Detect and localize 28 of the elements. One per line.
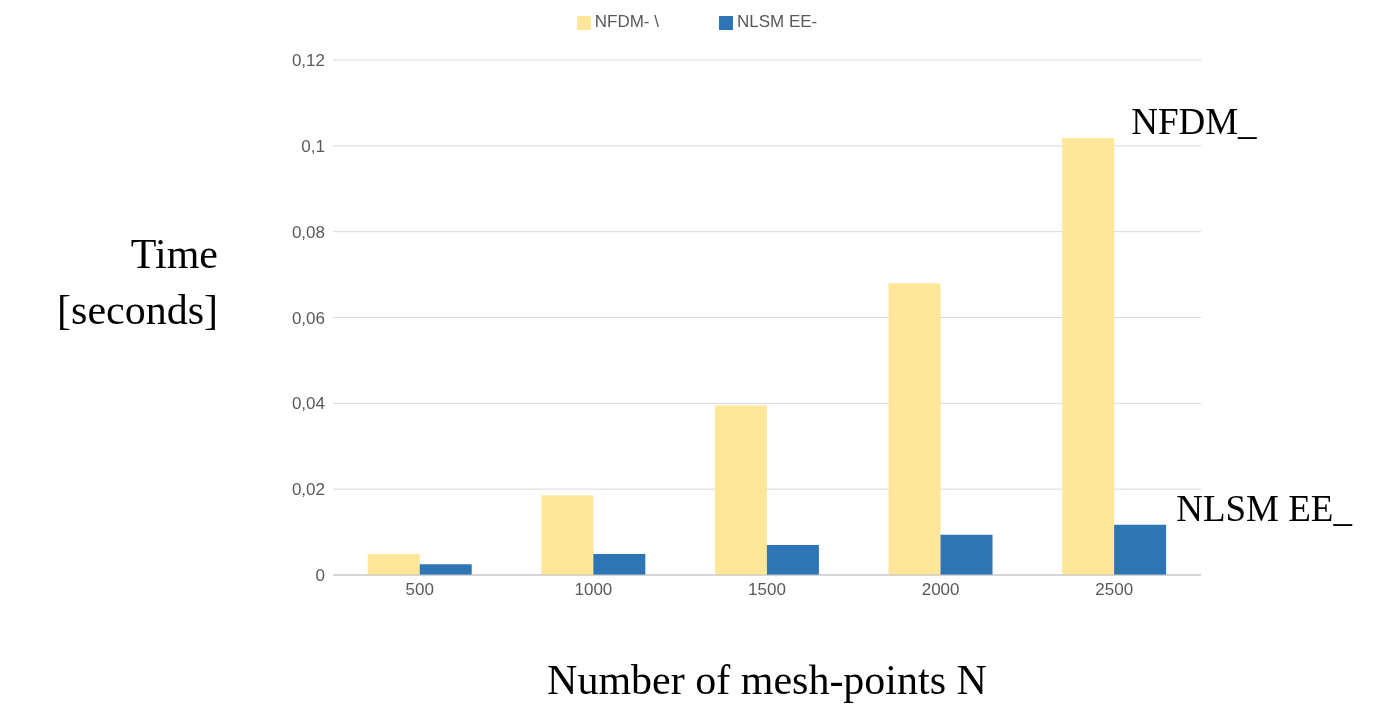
x-tick-label: 1500 <box>748 580 786 600</box>
y-tick-label: 0,08 <box>291 222 325 242</box>
bar <box>541 495 594 575</box>
x-tick-label: 500 <box>405 580 434 600</box>
legend-label: NLSM EE- <box>736 12 818 31</box>
y-tick-label: 0,06 <box>291 308 325 328</box>
annotation: NLSM EE_ <box>1176 487 1353 529</box>
y-tick-label: 0,1 <box>301 136 325 156</box>
bar <box>593 553 646 575</box>
y-tick-label: 0,04 <box>291 394 325 414</box>
bar <box>888 283 941 575</box>
bar <box>940 534 993 575</box>
legend-label: NFDM- \ <box>594 12 659 31</box>
bar <box>419 564 472 575</box>
bar <box>714 405 767 575</box>
y-tick-label: 0,02 <box>291 480 325 500</box>
x-axis-title: Number of mesh-points N <box>546 656 988 704</box>
x-tick-label: 2500 <box>1095 580 1134 600</box>
bar <box>1062 138 1115 575</box>
bar <box>766 544 819 575</box>
y-axis-title: Time [seconds] <box>56 230 218 335</box>
x-tick-label: 2000 <box>921 580 960 600</box>
bar <box>367 553 420 575</box>
bar <box>1114 524 1167 575</box>
y-tick-label: 0 <box>315 566 325 586</box>
y-tick-label: 0,12 <box>291 51 325 71</box>
annotation: NFDM_ <box>1131 101 1258 143</box>
x-tick-label: 1000 <box>574 580 613 600</box>
